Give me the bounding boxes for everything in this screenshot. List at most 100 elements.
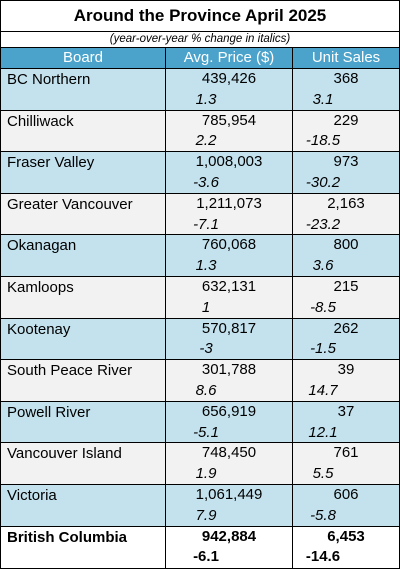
- price-change: 8.6: [195, 381, 217, 399]
- board-name: South Peace River: [1, 360, 166, 401]
- table-row: Kamloops 632,131 1 215 -8.5: [1, 276, 399, 319]
- table-row: Vancouver Island 748,450 1.9 761 5.5: [1, 443, 399, 485]
- price-change: 1.3: [195, 257, 217, 275]
- sales-cell: 6,453 -14.6: [293, 527, 399, 569]
- price-cell: 632,131 1: [166, 276, 293, 318]
- table-row: Chilliwack 785,954 2.2 229 -18.5: [1, 110, 399, 153]
- price-change: 7.9: [195, 506, 217, 524]
- column-header: Avg. Price ($): [166, 48, 293, 68]
- unit-sales: 6,453: [327, 527, 365, 545]
- unit-sales: 973: [333, 153, 359, 171]
- board-name: British Columbia: [1, 526, 166, 569]
- sales-change: -18.5: [305, 132, 341, 150]
- sales-cell: 215 -8.5: [293, 277, 399, 318]
- unit-sales: 262: [333, 319, 359, 337]
- avg-price: 760,068: [201, 236, 257, 254]
- avg-price: 656,919: [201, 402, 257, 420]
- sales-change: -5.8: [310, 506, 336, 524]
- board-name: Greater Vancouver: [1, 193, 166, 235]
- price-cell: 656,919 -5.1: [166, 401, 293, 443]
- price-change: 1.9: [195, 465, 217, 483]
- table-row: Fraser Valley 1,008,003 -3.6 973 -30.2: [1, 152, 399, 194]
- avg-price: 1,008,003: [195, 153, 263, 171]
- sales-cell: 368 3.1: [293, 69, 399, 110]
- avg-price: 1,211,073: [196, 194, 262, 212]
- price-cell: 748,450 1.9: [166, 443, 293, 484]
- board-name: Okanagan: [1, 235, 166, 276]
- sales-change: -14.6: [305, 548, 341, 566]
- sales-cell: 37 12.1: [293, 402, 399, 443]
- price-change: -5.1: [193, 423, 219, 441]
- price-change: -7.1: [193, 215, 219, 233]
- table-row: Victoria 1,061,449 7.9 606 -5.8: [1, 484, 399, 527]
- sales-cell: 800 3.6: [293, 235, 399, 276]
- table-row: South Peace River 301,788 8.6 39 14.7: [1, 360, 399, 402]
- price-cell: 785,954 2.2: [166, 110, 293, 152]
- sales-change: 14.7: [308, 381, 338, 399]
- table-row: Kootenay 570,817 -3 262 -1.5: [1, 318, 399, 361]
- price-change: 1: [201, 298, 211, 316]
- price-change: -3: [199, 340, 213, 358]
- board-name: Kamloops: [1, 276, 166, 318]
- board-name: Powell River: [1, 401, 166, 443]
- sales-change: -30.2: [305, 173, 341, 191]
- table-row: Greater Vancouver 1,211,073 -7.1 2,163 -23.2: [1, 193, 399, 236]
- board-name: Victoria: [1, 484, 166, 526]
- unit-sales: 215: [333, 277, 359, 295]
- price-cell: 570,817 -3: [166, 318, 293, 360]
- table-row: British Columbia 942,884 -6.1 6,453 -14.6: [1, 526, 399, 569]
- sales-change: -1.5: [310, 340, 336, 358]
- sales-cell: 606 -5.8: [293, 485, 399, 526]
- price-cell: 942,884 -6.1: [166, 526, 293, 569]
- price-cell: 301,788 8.6: [166, 360, 293, 401]
- subtitle: (year-over-year % change in italics): [1, 32, 399, 48]
- column-header: Unit Sales: [311, 49, 381, 66]
- avg-price: 301,788: [201, 361, 257, 379]
- price-cell: 1,061,449 7.9: [166, 484, 293, 526]
- sales-change: 3.6: [312, 257, 334, 275]
- unit-sales: 606: [333, 485, 359, 503]
- avg-price: 632,131: [201, 277, 257, 295]
- price-cell: 439,426 1.3: [166, 69, 293, 110]
- header-row: Board Avg. Price ($) Unit Sales: [1, 48, 399, 69]
- sales-cell: 229 -18.5: [293, 111, 399, 152]
- sales-change: 12.1: [308, 423, 338, 441]
- board-name: Fraser Valley: [1, 152, 166, 193]
- board-name: Vancouver Island: [1, 443, 166, 484]
- avg-price: 570,817: [201, 319, 257, 337]
- price-change: -3.6: [193, 173, 219, 191]
- price-cell: 760,068 1.3: [166, 235, 293, 276]
- price-cell: 1,008,003 -3.6: [166, 152, 293, 193]
- table-row: Okanagan 760,068 1.3 800 3.6: [1, 235, 399, 277]
- avg-price: 439,426: [201, 70, 257, 87]
- unit-sales: 800: [333, 236, 359, 254]
- unit-sales: 229: [333, 111, 359, 129]
- sales-cell: 262 -1.5: [293, 319, 399, 360]
- price-change: 1.3: [195, 90, 217, 108]
- board-name: Chilliwack: [1, 110, 166, 152]
- title: Around the Province April 2025: [1, 1, 399, 32]
- unit-sales: 761: [333, 444, 359, 462]
- sales-cell: 2,163 -23.2: [293, 194, 399, 235]
- avg-price: 1,061,449: [195, 485, 263, 503]
- avg-price: 748,450: [201, 444, 257, 462]
- sales-cell: 761 5.5: [293, 443, 399, 484]
- avg-price: 785,954: [201, 111, 257, 129]
- table-body: BC Northern 439,426 1.3 368 3.1 Chilliwack 785…: [1, 69, 399, 569]
- unit-sales: 368: [333, 70, 359, 87]
- sales-change: 5.5: [312, 465, 334, 483]
- board-name: BC Northern: [1, 69, 166, 110]
- board-name: Kootenay: [1, 318, 166, 360]
- price-cell: 1,211,073 -7.1: [166, 193, 293, 235]
- sales-change: -8.5: [310, 298, 336, 316]
- table-row: Powell River 656,919 -5.1 37 12.1: [1, 401, 399, 444]
- sales-change: 3.1: [312, 90, 334, 108]
- table-row: BC Northern 439,426 1.3 368 3.1: [1, 69, 399, 111]
- price-change: -6.1: [193, 548, 219, 566]
- sales-cell: 39 14.7: [293, 360, 399, 401]
- unit-sales: 39: [337, 361, 355, 379]
- unit-sales: 2,163: [327, 194, 365, 212]
- sales-change: -23.2: [305, 215, 341, 233]
- price-change: 2.2: [195, 132, 217, 150]
